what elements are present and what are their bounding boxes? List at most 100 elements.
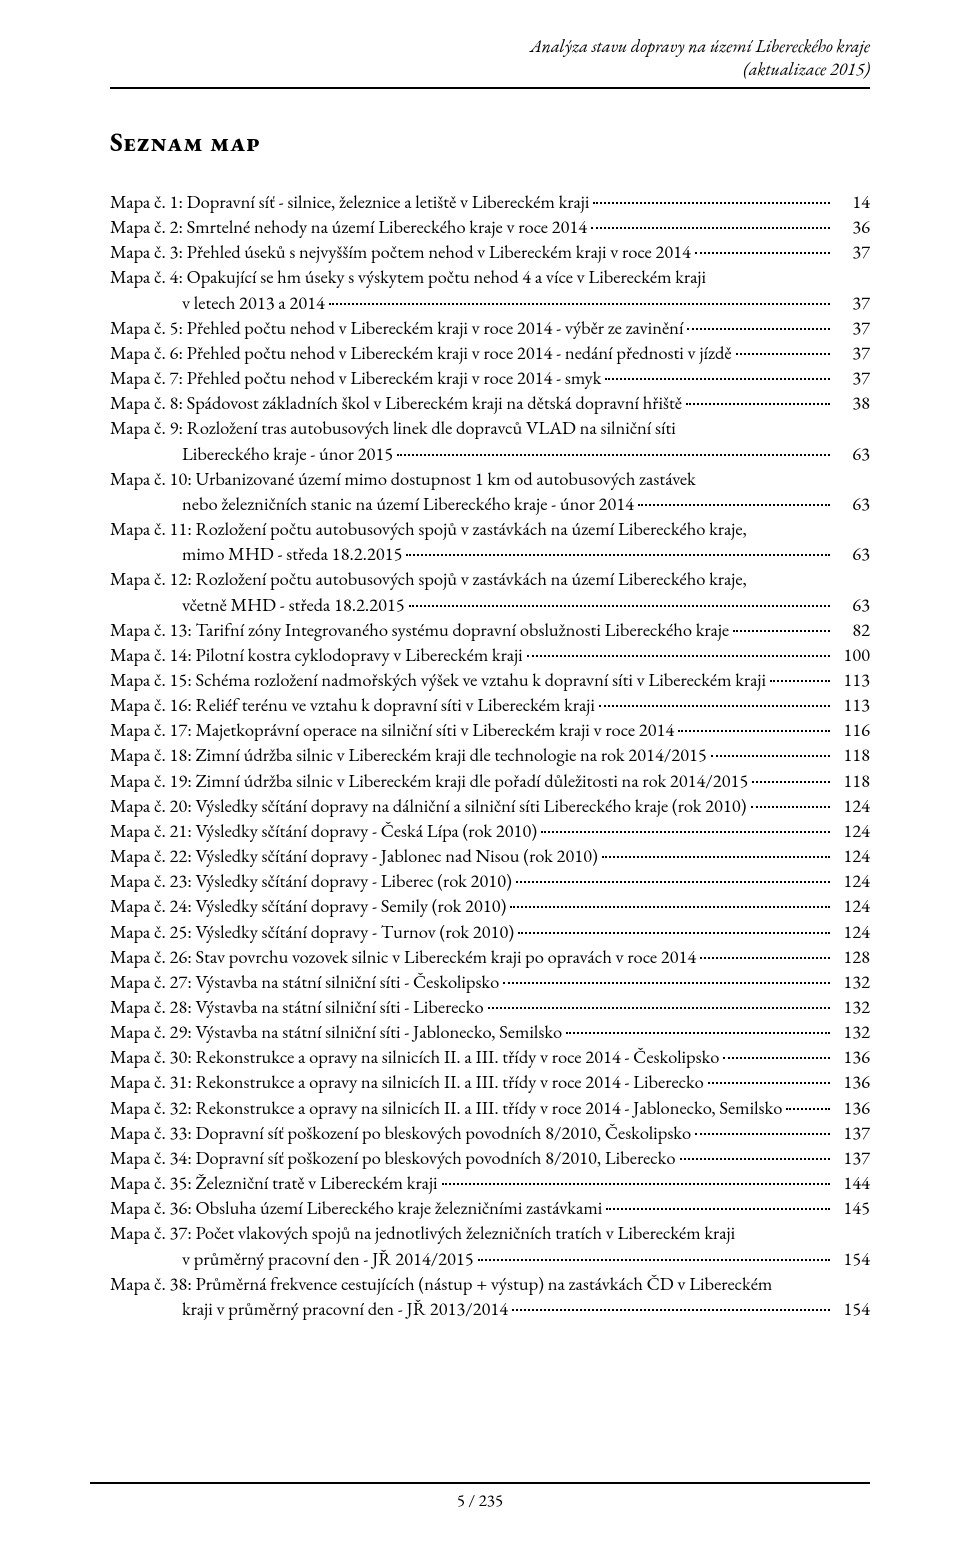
toc-entry: Mapa č. 9: Rozložení tras autobusových l… bbox=[110, 415, 870, 440]
toc-entry-text: Mapa č. 36: Obsluha území Libereckého kr… bbox=[110, 1195, 602, 1220]
toc-entry-page: 37 bbox=[834, 365, 870, 390]
toc-entry-text: kraji v průměrný pracovní den - JŘ 2013/… bbox=[110, 1296, 508, 1321]
toc-leader bbox=[687, 320, 830, 329]
toc-leader bbox=[752, 773, 830, 782]
toc-entry-text: Mapa č. 8: Spádovost základních škol v L… bbox=[110, 390, 682, 415]
page-number: 5 / 235 bbox=[90, 1490, 870, 1512]
toc-entry: Mapa č. 26: Stav povrchu vozovek silnic … bbox=[110, 944, 870, 969]
toc-entry-page: 63 bbox=[834, 441, 870, 466]
toc-entry: včetně MHD - středa 18.2.2015 63 bbox=[110, 592, 870, 617]
toc-entry-page: 113 bbox=[834, 667, 870, 692]
toc-entry-text: Mapa č. 30: Rekonstrukce a opravy na sil… bbox=[110, 1044, 719, 1069]
toc-leader bbox=[700, 949, 830, 958]
toc-leader bbox=[695, 245, 830, 254]
header-line-1: Analýza stavu dopravy na území Liberecké… bbox=[110, 36, 870, 59]
toc-entry-text: Mapa č. 24: Výsledky sčítání dopravy - S… bbox=[110, 893, 506, 918]
toc-entry-text: Mapa č. 15: Schéma rozložení nadmořských… bbox=[110, 667, 766, 692]
toc-leader bbox=[478, 1251, 830, 1260]
toc-entry: Mapa č. 36: Obsluha území Libereckého kr… bbox=[110, 1195, 870, 1220]
toc-entry-page: 82 bbox=[834, 617, 870, 642]
document-page: Analýza stavu dopravy na území Liberecké… bbox=[0, 0, 960, 1552]
toc-entry: Mapa č. 18: Zimní údržba silnic v Libere… bbox=[110, 742, 870, 767]
toc-entry: Mapa č. 29: Výstavba na státní silniční … bbox=[110, 1019, 870, 1044]
toc-leader bbox=[711, 748, 830, 757]
toc-entry-page: 63 bbox=[834, 592, 870, 617]
toc-leader bbox=[406, 547, 830, 556]
toc-entry-page: 137 bbox=[834, 1145, 870, 1170]
toc-leader bbox=[593, 195, 830, 204]
toc-entry-text: Mapa č. 11: Rozložení počtu autobusových… bbox=[110, 516, 747, 541]
toc-entry: Mapa č. 3: Přehled úseků s nejvyšším poč… bbox=[110, 239, 870, 264]
toc-entry-text: Mapa č. 26: Stav povrchu vozovek silnic … bbox=[110, 944, 696, 969]
toc-entry-page: 124 bbox=[834, 868, 870, 893]
toc-entry: Mapa č. 6: Přehled počtu nehod v Liberec… bbox=[110, 340, 870, 365]
toc-entry-page: 124 bbox=[834, 893, 870, 918]
toc-entry-text: včetně MHD - středa 18.2.2015 bbox=[110, 592, 405, 617]
toc-entry-text: Libereckého kraje - únor 2015 bbox=[110, 441, 393, 466]
toc-leader bbox=[686, 396, 830, 405]
toc-entry: Mapa č. 11: Rozložení počtu autobusových… bbox=[110, 516, 870, 541]
toc-leader bbox=[602, 849, 830, 858]
toc-entry-text: Mapa č. 23: Výsledky sčítání dopravy - L… bbox=[110, 868, 512, 893]
toc-leader bbox=[708, 1075, 830, 1084]
toc-entry-text: Mapa č. 13: Tarifní zóny Integrovaného s… bbox=[110, 617, 729, 642]
toc-entry: kraji v průměrný pracovní den - JŘ 2013/… bbox=[110, 1296, 870, 1321]
toc-entry: Mapa č. 16: Reliéf terénu ve vztahu k do… bbox=[110, 692, 870, 717]
toc-entry-text: Mapa č. 34: Dopravní síť poškození po bl… bbox=[110, 1145, 676, 1170]
toc-entry: Mapa č. 33: Dopravní síť poškození po bl… bbox=[110, 1120, 870, 1145]
toc-entry-page: 144 bbox=[834, 1170, 870, 1195]
toc-entry: Libereckého kraje - únor 2015 63 bbox=[110, 441, 870, 466]
toc-entry: v průměrný pracovní den - JŘ 2014/201515… bbox=[110, 1246, 870, 1271]
toc-entry-text: Mapa č. 10: Urbanizované území mimo dost… bbox=[110, 466, 696, 491]
toc-entry-page: 118 bbox=[834, 768, 870, 793]
section-heading: Seznam map bbox=[110, 125, 870, 159]
toc-entry-text: Mapa č. 25: Výsledky sčítání dopravy - T… bbox=[110, 919, 514, 944]
toc-leader bbox=[329, 295, 830, 304]
toc-entry-page: 128 bbox=[834, 944, 870, 969]
toc-entry: Mapa č. 22: Výsledky sčítání dopravy - J… bbox=[110, 843, 870, 868]
toc-entry-text: Mapa č. 28: Výstavba na státní silniční … bbox=[110, 994, 484, 1019]
toc-entry: Mapa č. 28: Výstavba na státní silniční … bbox=[110, 994, 870, 1019]
toc-leader bbox=[516, 874, 830, 883]
toc-entry-page: 100 bbox=[834, 642, 870, 667]
toc-leader bbox=[566, 1025, 830, 1034]
toc-entry-text: Mapa č. 27: Výstavba na státní silniční … bbox=[110, 969, 499, 994]
toc-entry-text: Mapa č. 32: Rekonstrukce a opravy na sil… bbox=[110, 1095, 782, 1120]
toc-leader bbox=[736, 346, 830, 355]
toc-entry: Mapa č. 21: Výsledky sčítání dopravy - Č… bbox=[110, 818, 870, 843]
toc-entry-page: 14 bbox=[834, 189, 870, 214]
toc-entry: mimo MHD - středa 18.2.201563 bbox=[110, 541, 870, 566]
toc-entry: Mapa č. 20: Výsledky sčítání dopravy na … bbox=[110, 793, 870, 818]
toc-entry-page: 136 bbox=[834, 1069, 870, 1094]
toc-entry-text: Mapa č. 1: Dopravní síť - silnice, želez… bbox=[110, 189, 589, 214]
toc-entry-text: Mapa č. 21: Výsledky sčítání dopravy - Č… bbox=[110, 818, 537, 843]
toc-leader bbox=[512, 1301, 830, 1310]
toc-entry: Mapa č. 25: Výsledky sčítání dopravy - T… bbox=[110, 919, 870, 944]
toc-entry: Mapa č. 34: Dopravní síť poškození po bl… bbox=[110, 1145, 870, 1170]
toc-entry-text: Mapa č. 16: Reliéf terénu ve vztahu k do… bbox=[110, 692, 595, 717]
toc-entry-page: 137 bbox=[834, 1120, 870, 1145]
running-header: Analýza stavu dopravy na území Liberecké… bbox=[110, 36, 870, 81]
toc-entry-page: 154 bbox=[834, 1296, 870, 1321]
toc-leader bbox=[488, 1000, 830, 1009]
toc-entry-text: Mapa č. 6: Přehled počtu nehod v Liberec… bbox=[110, 340, 732, 365]
toc-entry-text: Mapa č. 22: Výsledky sčítání dopravy - J… bbox=[110, 843, 598, 868]
toc-entry-page: 63 bbox=[834, 541, 870, 566]
toc-entry-text: Mapa č. 38: Průměrná frekvence cestující… bbox=[110, 1271, 772, 1296]
toc-entry: Mapa č. 5: Přehled počtu nehod v Liberec… bbox=[110, 315, 870, 340]
header-line-2: (aktualizace 2015) bbox=[110, 59, 870, 82]
toc-entry: Mapa č. 23: Výsledky sčítání dopravy - L… bbox=[110, 868, 870, 893]
toc-leader bbox=[695, 1125, 830, 1134]
toc-entry-text: Mapa č. 18: Zimní údržba silnic v Libere… bbox=[110, 742, 707, 767]
toc-entry-page: 132 bbox=[834, 994, 870, 1019]
toc-entry: Mapa č. 8: Spádovost základních škol v L… bbox=[110, 390, 870, 415]
toc-leader bbox=[606, 1201, 830, 1210]
toc-entry-page: 132 bbox=[834, 1019, 870, 1044]
toc-entry: Mapa č. 30: Rekonstrukce a opravy na sil… bbox=[110, 1044, 870, 1069]
toc-leader bbox=[541, 824, 830, 833]
toc-entry-text: Mapa č. 29: Výstavba na státní silniční … bbox=[110, 1019, 562, 1044]
toc-entry-text: Mapa č. 14: Pilotní kostra cyklodopravy … bbox=[110, 642, 523, 667]
header-rule bbox=[110, 87, 870, 89]
toc-entry-page: 124 bbox=[834, 818, 870, 843]
toc-entry-text: Mapa č. 17: Majetkoprávní operace na sil… bbox=[110, 717, 674, 742]
